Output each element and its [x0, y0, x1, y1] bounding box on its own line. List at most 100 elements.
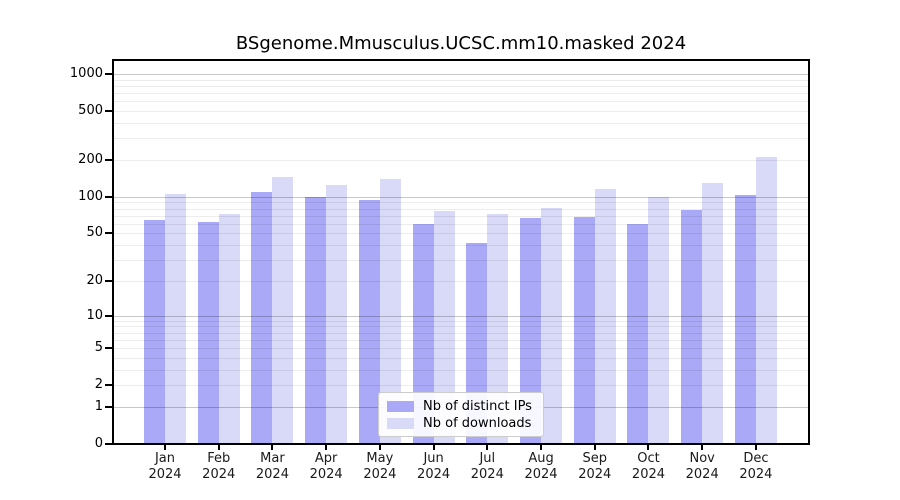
- gridline-minor-800: [114, 85, 808, 87]
- legend: Nb of distinct IPs Nb of downloads: [378, 392, 544, 437]
- bar-distinct-ips-feb: [197, 222, 219, 443]
- x-tick-year-may: 2024: [363, 466, 397, 482]
- x-tick-jul: [486, 445, 489, 450]
- y-tick-label-1000: 1000: [69, 66, 103, 82]
- bar-distinct-ips-apr: [305, 196, 327, 443]
- gridline-minor-8: [114, 326, 808, 328]
- y-tick-label-20: 20: [86, 272, 103, 288]
- x-tick-jan: [164, 445, 166, 450]
- bar-distinct-ips-mar: [251, 191, 273, 443]
- y-tick-label-1: 1: [94, 398, 103, 414]
- x-tick-label-mar: Mar 2024: [244, 451, 300, 482]
- x-tick-label-feb: Feb 2024: [191, 451, 247, 482]
- y-tick-1: [105, 405, 112, 408]
- gridline-minor-500: [114, 111, 808, 113]
- gridline-minor-4: [114, 357, 808, 359]
- gridline-minor-70: [114, 215, 808, 217]
- x-tick-apr: [325, 445, 328, 450]
- y-tick-20: [105, 279, 112, 282]
- x-tick-year-feb: 2024: [202, 466, 236, 482]
- gridline-major-10: [114, 315, 808, 317]
- y-tick-label-2: 2: [94, 377, 103, 393]
- x-tick-oct: [647, 445, 650, 450]
- x-tick-label-jun: Jun 2024: [406, 451, 462, 482]
- y-tick-10: [105, 314, 112, 317]
- legend-swatch-downloads: [387, 417, 414, 429]
- y-tick-5: [105, 347, 112, 350]
- gridline-minor-5: [114, 348, 808, 350]
- y-tick-500: [105, 110, 112, 113]
- chart-title: BSgenome.Mmusculus.UCSC.mm10.masked 2024: [235, 33, 687, 54]
- gridline-minor-900: [114, 79, 808, 81]
- x-tick-jun: [432, 445, 435, 450]
- x-tick-label-jul: Jul 2024: [459, 451, 515, 482]
- x-tick-label-apr: Apr 2024: [298, 451, 354, 482]
- bar-distinct-ips-aug: [520, 218, 542, 443]
- x-tick-label-oct: Oct 2024: [620, 451, 676, 482]
- bar-downloads-oct: [648, 196, 670, 443]
- gridline-minor-600: [114, 101, 808, 103]
- y-tick-label-50: 50: [86, 225, 103, 241]
- bar-distinct-ips-jun: [412, 223, 434, 443]
- gridline-minor-90: [114, 202, 808, 204]
- y-tick-label-200: 200: [78, 152, 103, 168]
- plot-area: [112, 59, 810, 445]
- gridline-minor-50: [114, 233, 808, 235]
- gridline-minor-60: [114, 223, 808, 225]
- x-tick-year-apr: 2024: [309, 466, 343, 482]
- gridline-minor-6: [114, 339, 808, 341]
- y-tick-0: [105, 443, 112, 445]
- legend-item-distinct-ips: Nb of distinct IPs: [387, 398, 535, 414]
- gridline-minor-400: [114, 123, 808, 125]
- x-tick-sep: [593, 445, 596, 450]
- y-tick-label-5: 5: [94, 340, 103, 356]
- gridline-minor-30: [114, 260, 808, 262]
- x-tick-may: [378, 445, 381, 450]
- x-tick-year-sep: 2024: [578, 466, 612, 482]
- x-tick-year-jun: 2024: [417, 466, 451, 482]
- legend-label-ips: Nb of distinct IPs: [423, 398, 532, 414]
- bar-downloads-jun: [433, 211, 455, 443]
- gridline-minor-2: [114, 385, 808, 387]
- x-tick-feb: [217, 445, 220, 450]
- y-tick-50: [105, 232, 112, 235]
- gridline-minor-20: [114, 280, 808, 282]
- bar-distinct-ips-dec: [734, 195, 756, 443]
- x-tick-year-nov: 2024: [685, 466, 719, 482]
- x-tick-label-dec: Dec 2024: [728, 451, 784, 482]
- legend-swatch-ips: [387, 400, 414, 412]
- x-tick-year-mar: 2024: [255, 466, 289, 482]
- x-tick-label-sep: Sep 2024: [567, 451, 623, 482]
- x-tick-year-jul: 2024: [470, 466, 504, 482]
- x-tick-year-oct: 2024: [631, 466, 666, 482]
- y-tick-1000: [105, 73, 112, 76]
- x-tick-label-nov: Nov 2024: [674, 451, 730, 482]
- x-tick-nov: [701, 445, 704, 450]
- bar-downloads-apr: [326, 184, 348, 443]
- bar-downloads-sep: [594, 189, 616, 443]
- bar-downloads-aug: [541, 208, 563, 443]
- bar-distinct-ips-sep: [573, 216, 595, 443]
- bar-downloads-may: [379, 178, 401, 443]
- x-tick-year-jan: 2024: [148, 466, 182, 482]
- y-tick-200: [105, 159, 112, 162]
- y-tick-label-500: 500: [78, 103, 103, 119]
- x-tick-label-aug: Aug 2024: [513, 451, 569, 482]
- gridline-minor-700: [114, 93, 808, 95]
- x-tick-mar: [271, 445, 274, 450]
- gridline-minor-40: [114, 245, 808, 247]
- y-tick-100: [105, 195, 112, 198]
- y-tick-label-100: 100: [78, 188, 103, 204]
- bar-downloads-jul: [487, 213, 509, 443]
- bar-downloads-nov: [702, 182, 724, 443]
- gridline-major-100: [114, 196, 808, 198]
- x-tick-label-may: May 2024: [352, 451, 408, 482]
- bar-distinct-ips-may: [358, 200, 380, 443]
- x-tick-dec: [754, 445, 757, 450]
- y-tick-label-0: 0: [94, 436, 103, 451]
- legend-label-downloads: Nb of downloads: [423, 415, 532, 431]
- gridline-minor-300: [114, 138, 808, 140]
- x-tick-year-dec: 2024: [739, 466, 773, 482]
- y-tick-2: [105, 384, 112, 387]
